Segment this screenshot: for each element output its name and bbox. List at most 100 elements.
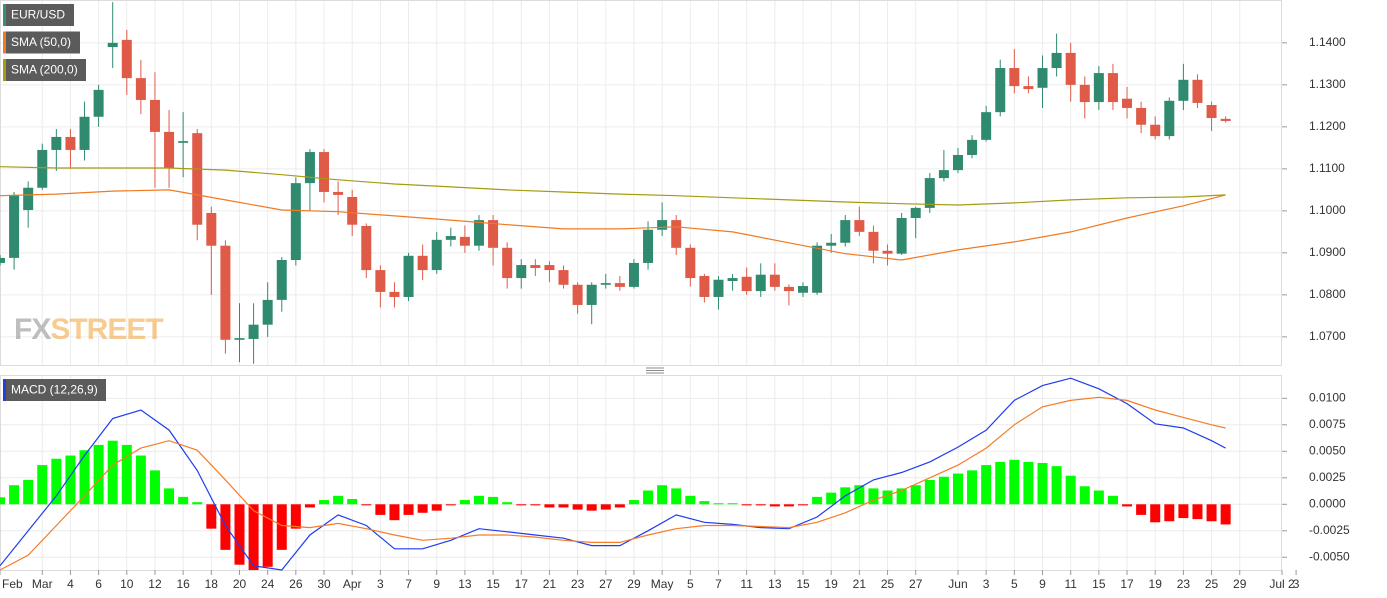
histogram-bar	[502, 502, 513, 505]
candle-body	[135, 78, 146, 100]
y-tick-label: 1.1100	[1309, 161, 1345, 175]
candle-body	[488, 220, 499, 248]
histogram-bar	[812, 496, 823, 505]
y-tick-label: 1.1200	[1309, 119, 1346, 133]
legend-box	[3, 59, 86, 81]
candle-body	[840, 220, 851, 243]
histogram-bar	[1051, 466, 1062, 505]
x-tick-label: 3	[983, 577, 990, 591]
candle-body	[699, 275, 710, 297]
legend: EUR/USD SMA (50,0) SMA (200,0) MACD (12,26,…	[3, 4, 106, 401]
candle-body	[445, 236, 456, 240]
x-tick-label: 13	[768, 577, 782, 591]
candle-body	[107, 42, 118, 48]
candle-body	[361, 225, 372, 271]
candle-body	[37, 149, 48, 188]
x-tick-label: 15	[796, 577, 810, 591]
histogram-bar	[713, 503, 724, 505]
candle-body	[600, 283, 611, 285]
candle-body	[741, 276, 752, 292]
histogram-bar	[995, 461, 1006, 505]
candle-body	[882, 250, 893, 254]
histogram-bar	[262, 504, 273, 567]
histogram-bar	[741, 504, 752, 506]
candle-body	[276, 259, 287, 300]
histogram-bar	[403, 504, 414, 515]
histogram-bar	[628, 500, 639, 505]
candle-body	[952, 154, 963, 171]
watermark-fx: FX	[14, 313, 51, 346]
candle-body	[234, 338, 245, 340]
panel-resize-handle[interactable]	[646, 367, 664, 374]
x-tick-label: Apr	[343, 577, 362, 591]
candle-body	[164, 131, 175, 169]
histogram-bar	[1206, 504, 1217, 522]
candle-body	[473, 220, 484, 246]
histogram-bar	[361, 504, 372, 506]
x-tick-label: Feb	[2, 577, 23, 591]
x-tick-label: 19	[825, 577, 839, 591]
histogram-bar	[1037, 462, 1048, 505]
candle-body	[1178, 79, 1189, 101]
candle-body	[149, 99, 160, 132]
histogram-bar	[1023, 461, 1034, 505]
candle-body	[826, 242, 837, 246]
histogram-bar	[586, 504, 597, 511]
x-tick-label: 20	[233, 577, 247, 591]
x-tick-label: 5	[687, 577, 694, 591]
candle-body	[713, 279, 724, 297]
histogram-bar	[924, 479, 935, 505]
histogram-bar	[417, 504, 428, 513]
histogram-bar	[1093, 490, 1104, 505]
candle-body	[628, 262, 639, 287]
candle-body	[783, 286, 794, 292]
candle-body	[798, 286, 809, 293]
candle-body	[319, 152, 330, 192]
y-tick-label: -0.0050	[1309, 549, 1350, 563]
macd-panel	[0, 375, 1282, 571]
histogram-bar	[685, 495, 696, 505]
candle-body	[375, 270, 386, 292]
candle-body	[657, 220, 668, 230]
histogram-bar	[699, 501, 710, 505]
histogram-bar	[431, 504, 442, 511]
histogram-bar	[1122, 504, 1133, 507]
x-tick-label: 9	[1039, 577, 1046, 591]
x-tick-label: 27	[909, 577, 923, 591]
candle-body	[1107, 73, 1118, 103]
candle-body	[403, 255, 414, 297]
histogram-bar	[868, 488, 879, 505]
candle-body	[769, 274, 780, 287]
histogram-bar	[304, 504, 315, 508]
candle-body	[220, 245, 231, 340]
histogram-bar	[600, 504, 611, 510]
x-tick-label: 18	[205, 577, 219, 591]
x-tick-label: 21	[853, 577, 867, 591]
candle-body	[417, 255, 428, 271]
x-tick-label: 25	[1205, 577, 1219, 591]
histogram-bar	[93, 444, 104, 505]
histogram-bar	[164, 488, 175, 505]
candle-body	[23, 187, 34, 211]
candle-body	[79, 116, 90, 150]
grid	[1, 1, 1282, 570]
histogram-bar	[1192, 504, 1203, 520]
candle-body	[459, 236, 470, 246]
candle-body	[178, 141, 189, 143]
histogram-bar	[1065, 475, 1076, 505]
y-tick-label: 0.0100	[1309, 390, 1346, 404]
histogram-bar	[1150, 504, 1161, 523]
histogram-bar	[614, 504, 625, 508]
y-tick-label: 1.1000	[1309, 203, 1346, 217]
histogram-bar	[178, 496, 189, 505]
candle-body	[262, 299, 273, 325]
candle-body	[192, 133, 203, 225]
candle-body	[65, 136, 76, 150]
y-tick-label: 1.1400	[1309, 35, 1346, 49]
y-tick-label: 1.0900	[1309, 245, 1346, 259]
x-tick-label: May	[651, 577, 674, 591]
histogram-bar	[798, 504, 809, 506]
x-tick-label: 9	[433, 577, 440, 591]
candle-body	[727, 278, 738, 281]
x-tick-label: 21	[543, 577, 557, 591]
